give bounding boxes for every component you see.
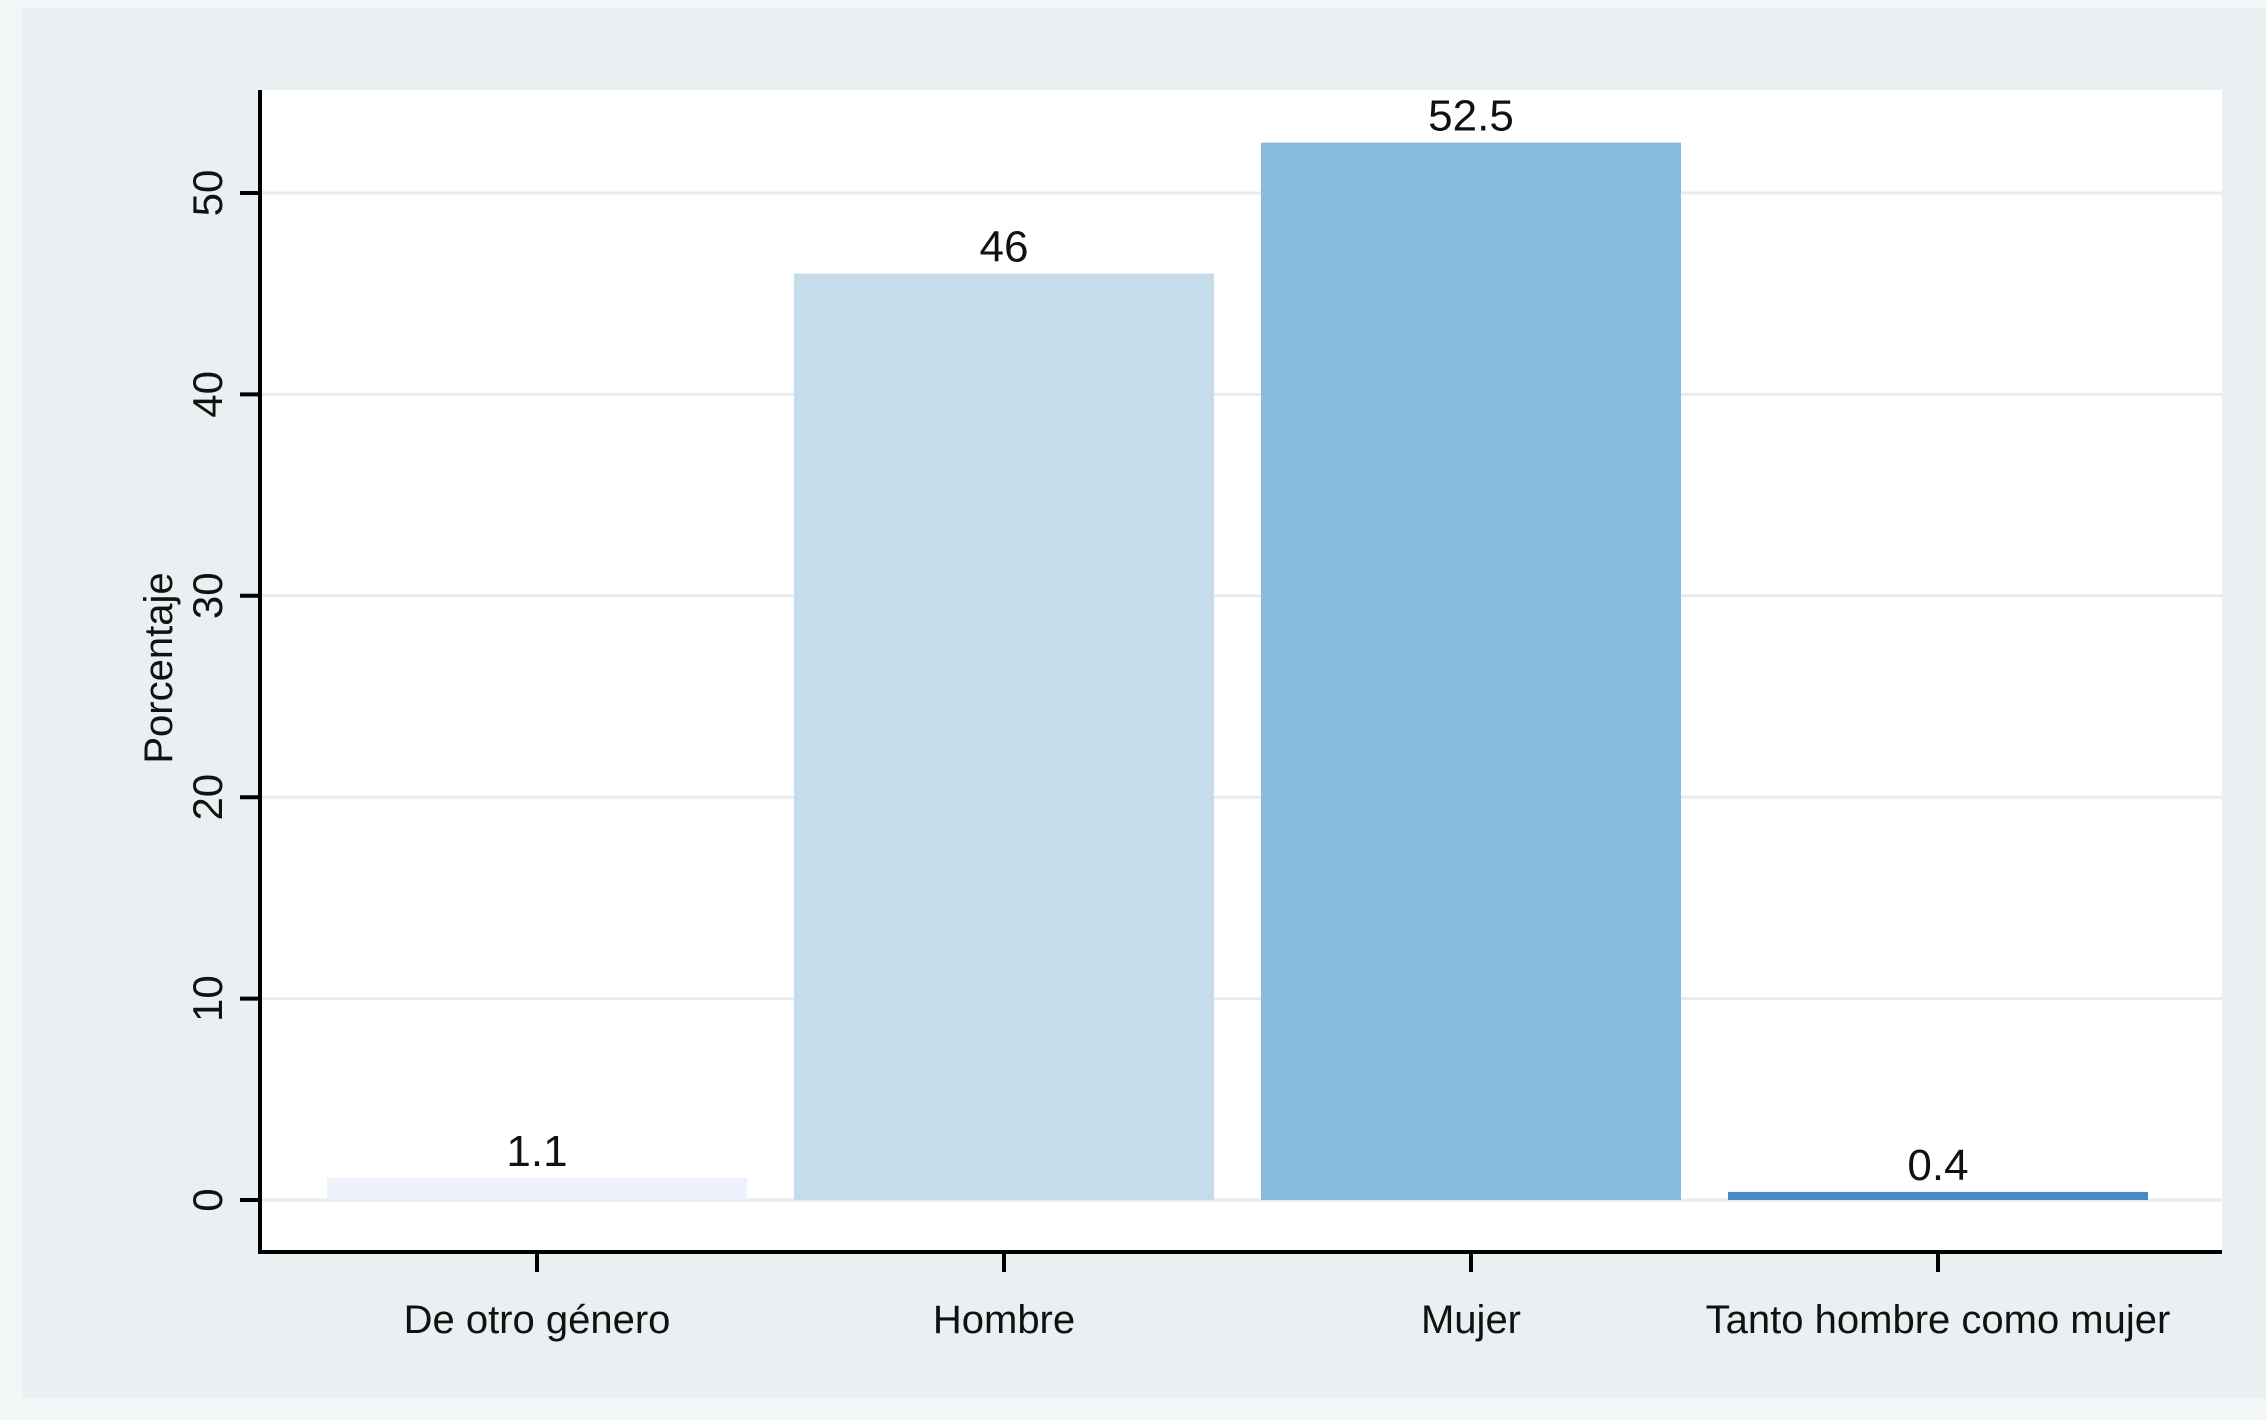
bar-0 bbox=[327, 1177, 747, 1200]
y-tick-label-40: 40 bbox=[184, 371, 231, 418]
value-label-2: 52.5 bbox=[1428, 92, 1514, 141]
y-tick-label-30: 30 bbox=[184, 572, 231, 619]
axes bbox=[258, 90, 2222, 1254]
value-label-1: 46 bbox=[980, 223, 1029, 272]
x-tick-label-0: De otro género bbox=[404, 1298, 671, 1342]
x-tick-label-1: Hombre bbox=[933, 1298, 1075, 1342]
x-tick-label-3: Tanto hombre como mujer bbox=[1706, 1298, 2171, 1342]
y-tick-label-20: 20 bbox=[184, 774, 231, 821]
value-label-3: 0.4 bbox=[1907, 1141, 1968, 1190]
y-tick-label-0: 0 bbox=[184, 1188, 231, 1211]
y-tick-label-50: 50 bbox=[184, 170, 231, 217]
bar-2 bbox=[1261, 142, 1681, 1200]
bars bbox=[327, 142, 2148, 1200]
plot-area bbox=[260, 90, 2222, 1252]
y-axis-ticks: 0 10 20 30 40 50 bbox=[184, 170, 260, 1212]
value-label-0: 1.1 bbox=[506, 1127, 567, 1176]
y-tick-label-10: 10 bbox=[184, 975, 231, 1022]
value-labels: 1.1 46 52.5 0.4 bbox=[506, 92, 1968, 1190]
x-tick-label-2: Mujer bbox=[1421, 1298, 1521, 1342]
bar-3 bbox=[1728, 1191, 2148, 1200]
x-axis-ticks: De otro género Hombre Mujer Tanto hombre co… bbox=[404, 1252, 2171, 1342]
y-axis-title: Porcentaje bbox=[137, 572, 181, 763]
bar-1 bbox=[794, 273, 1214, 1200]
